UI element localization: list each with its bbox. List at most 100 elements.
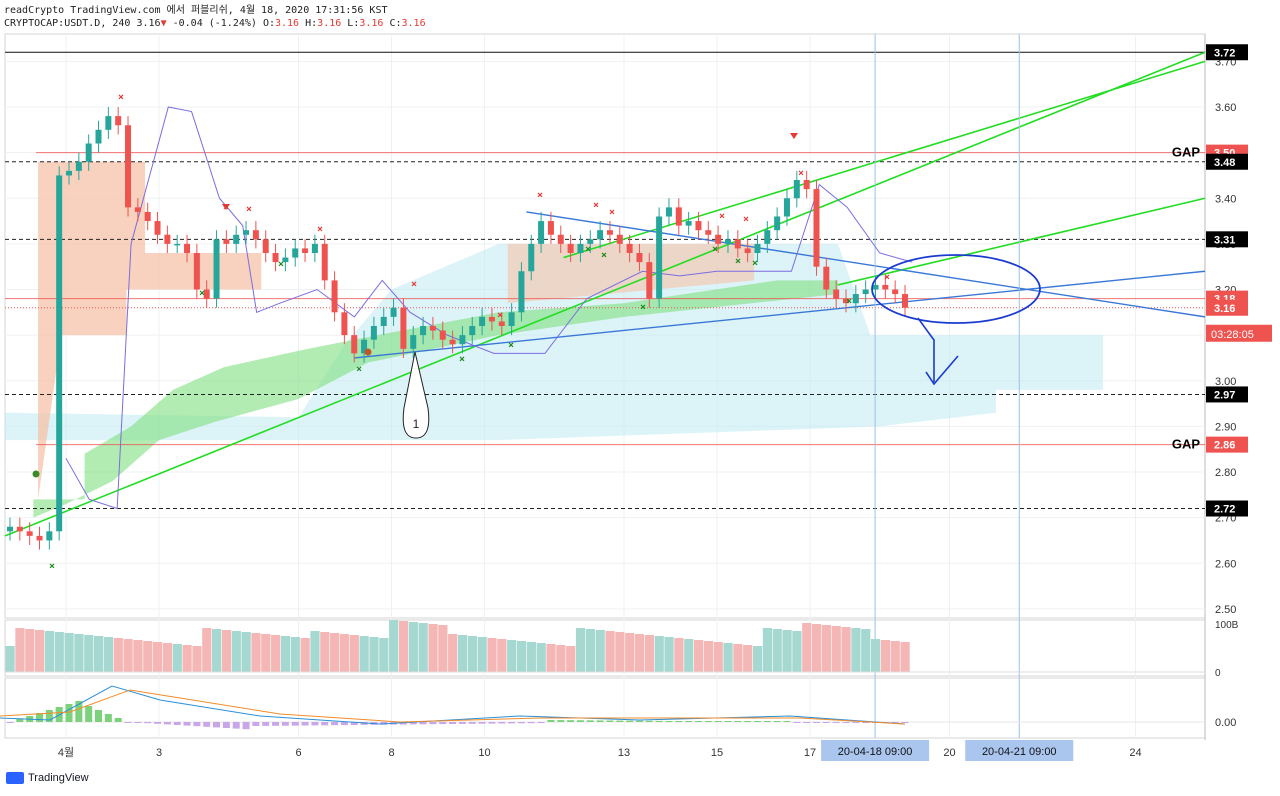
candle-body <box>665 207 672 217</box>
candle-body <box>292 248 299 258</box>
price-box-3.16 <box>1206 299 1248 316</box>
gap-tag: GAP <box>1172 437 1201 452</box>
volume-bar <box>507 640 517 672</box>
candle-body <box>56 175 63 532</box>
volume-bar <box>556 645 566 672</box>
osc-histogram-bar <box>65 704 73 722</box>
osc-histogram-bar <box>331 722 339 726</box>
volume-bar <box>693 640 704 672</box>
candle-body <box>282 257 289 263</box>
volume-bar <box>310 631 320 672</box>
candle-body <box>75 161 82 171</box>
volume-bar <box>448 634 458 672</box>
volume-bar <box>536 643 546 672</box>
osc-histogram-bar <box>606 720 614 722</box>
candle-body <box>724 239 731 244</box>
date-tag-label: 20-04-21 09:00 <box>982 746 1057 758</box>
volume-bar <box>900 642 910 672</box>
candle-body <box>852 294 859 304</box>
time-tick-label: 24 <box>1129 747 1141 759</box>
tradingview-logo[interactable]: TradingView <box>6 772 89 784</box>
tradingview-brand: TradingView <box>28 772 89 784</box>
osc-histogram-bar <box>458 722 466 724</box>
buy-signal-icon: × <box>752 258 758 269</box>
candle-body <box>341 312 348 336</box>
price-box-2.86 <box>1206 436 1248 453</box>
volume-bar <box>811 624 822 672</box>
candle-body <box>66 170 73 176</box>
candle-body <box>125 125 132 208</box>
osc-histogram-bar <box>262 722 270 726</box>
candle-body <box>272 253 279 263</box>
osc-histogram-bar <box>222 722 230 728</box>
volume-bar <box>280 636 291 672</box>
candle-body <box>862 289 869 295</box>
osc-histogram-bar <box>6 722 14 723</box>
volume-bar <box>467 636 477 672</box>
buy-signal-icon: × <box>199 288 205 299</box>
osc-histogram-bar <box>852 722 860 723</box>
osc-histogram-bar <box>449 722 457 724</box>
osc-histogram-bar <box>154 722 162 724</box>
sell-signal-icon: × <box>743 214 749 225</box>
volume-bar <box>133 640 143 672</box>
blue-support-line <box>354 270 1206 359</box>
price-tick-label: 3.40 <box>1215 193 1236 205</box>
candle-body <box>803 180 810 190</box>
last-price: 3.16 <box>136 18 161 29</box>
candle-body <box>134 207 141 212</box>
date-tag-box <box>965 740 1074 761</box>
volume-bar <box>733 644 743 672</box>
countdown-label: 03:28:05 <box>1211 329 1254 341</box>
volume-bar <box>339 634 350 672</box>
candle-body <box>469 326 476 336</box>
close-label: C: <box>389 18 402 29</box>
osc-histogram-bar <box>832 722 840 723</box>
price-change: -0.04 (-1.24%) <box>172 18 257 29</box>
candle-body <box>685 221 692 226</box>
candle-body <box>449 339 456 345</box>
candle-body <box>184 243 191 253</box>
osc-histogram-bar <box>547 720 555 722</box>
osc-histogram-bar <box>429 722 437 725</box>
volume-bar <box>625 633 635 672</box>
volume-bar <box>330 633 340 672</box>
candle-body <box>774 216 781 231</box>
osc-histogram-bar <box>36 713 44 722</box>
candle-body <box>262 239 269 253</box>
osc-histogram-bar <box>891 722 899 723</box>
candle-body <box>144 211 151 222</box>
candle-body <box>783 198 790 217</box>
osc-histogram-bar <box>626 720 634 722</box>
osc-histogram-bar <box>301 722 309 726</box>
volume-bar <box>408 622 418 672</box>
volume-bar <box>664 637 674 672</box>
candle-body <box>577 243 584 253</box>
candle-body <box>675 207 682 226</box>
volume-bar <box>654 636 664 672</box>
price-box-label: 2.86 <box>1214 440 1235 452</box>
osc-histogram-bar <box>114 718 122 722</box>
osc-histogram-bar <box>586 720 594 722</box>
osc-histogram-bar <box>842 722 850 723</box>
volume-bar <box>5 646 15 672</box>
candle-body <box>547 221 554 235</box>
osc-histogram-bar <box>655 720 663 722</box>
down-triangle-icon <box>222 204 230 210</box>
osc-histogram-bar <box>409 722 417 725</box>
candle-body <box>715 234 722 244</box>
candle-body <box>429 326 436 331</box>
candle-body <box>587 239 594 244</box>
time-tick-label: 10 <box>478 747 490 759</box>
osc-histogram-bar <box>862 722 870 723</box>
candle-body <box>656 216 663 299</box>
volume-bar <box>674 638 684 672</box>
time-tick-label: 13 <box>618 747 630 759</box>
volume-bar <box>890 641 900 672</box>
symbol-name[interactable]: CRYPTOCAP:USDT.D, 240 <box>4 18 131 29</box>
osc-histogram-bar <box>478 722 486 724</box>
candle-body <box>705 230 712 235</box>
candle-body <box>636 253 643 263</box>
volume-bar <box>605 631 615 672</box>
